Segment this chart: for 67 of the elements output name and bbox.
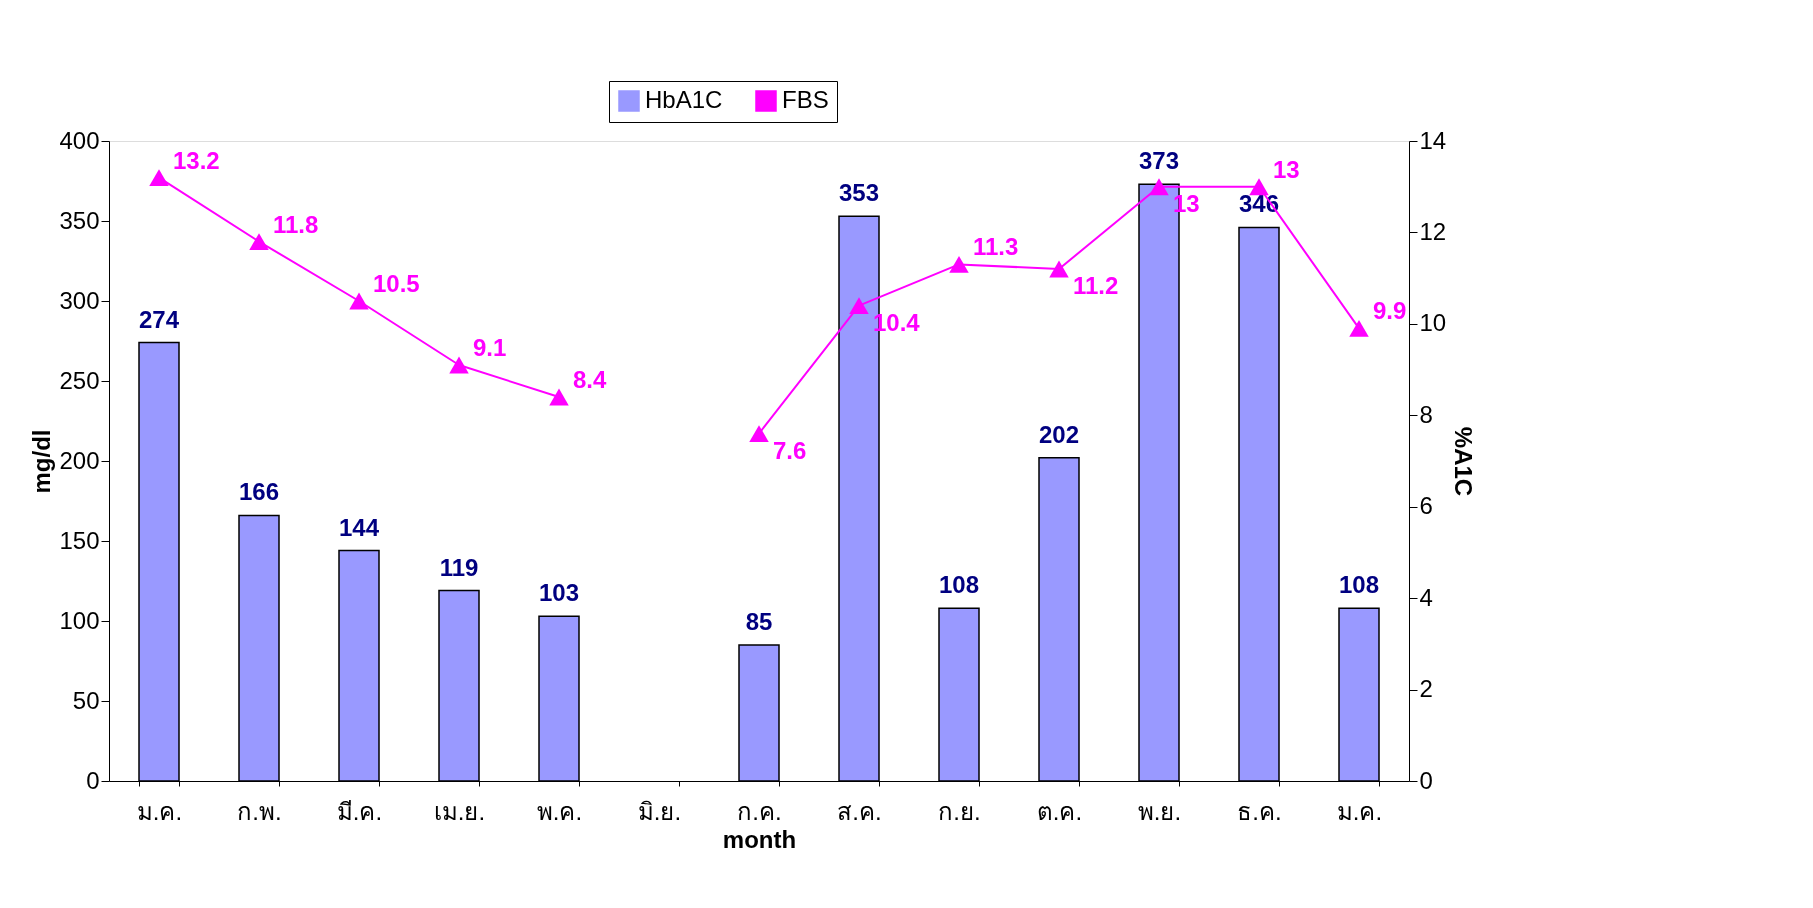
y-axis-title: mg/dl bbox=[28, 429, 56, 494]
y-tick-label: 200 bbox=[59, 446, 100, 474]
data-label: 274 bbox=[138, 305, 180, 333]
legend-label: HbA1C bbox=[645, 86, 723, 113]
point bbox=[749, 425, 769, 443]
y2-tick-label: 14 bbox=[1419, 126, 1447, 154]
data-label: 85 bbox=[745, 608, 773, 635]
y-tick-label: 100 bbox=[59, 606, 100, 634]
y2-tick-label: 6 bbox=[1419, 492, 1433, 520]
y-tick-label: 150 bbox=[59, 526, 100, 554]
point bbox=[1349, 319, 1369, 337]
y2-tick-label: 8 bbox=[1419, 400, 1433, 428]
x-tick-label: ม.ค. bbox=[136, 797, 183, 825]
x-tick-label: เม.ย. bbox=[433, 797, 486, 825]
x-tick-label: พ.ย. bbox=[1137, 797, 1182, 825]
y-tick-label: 300 bbox=[59, 286, 100, 314]
data-label: 7.6 bbox=[773, 436, 807, 464]
x-tick-label: ต.ค. bbox=[1036, 797, 1083, 825]
point bbox=[249, 233, 269, 251]
x-tick-label: ก.ค. bbox=[737, 797, 782, 825]
data-label: 11.3 bbox=[973, 233, 1019, 261]
data-label: 119 bbox=[439, 553, 479, 581]
point bbox=[349, 292, 369, 310]
point bbox=[149, 169, 169, 187]
y-tick-label: 50 bbox=[72, 686, 100, 714]
y-tick-label: 0 bbox=[86, 766, 100, 794]
x-tick-label: ม.ค. bbox=[1336, 797, 1383, 825]
y-tick-label: 350 bbox=[59, 206, 100, 234]
data-label: 202 bbox=[1038, 420, 1080, 448]
x-tick-label: มี.ค. bbox=[336, 797, 383, 825]
x-tick-label: พ.ค. bbox=[536, 797, 583, 825]
x-tick-label: ก.ย. bbox=[938, 797, 981, 825]
data-label: 8.4 bbox=[573, 366, 608, 393]
data-label: 10.5 bbox=[373, 270, 420, 297]
point bbox=[849, 297, 869, 315]
point bbox=[949, 255, 969, 273]
y2-axis-title: %A1C bbox=[1450, 426, 1478, 497]
data-label: 9.1 bbox=[473, 334, 507, 361]
point bbox=[1149, 178, 1169, 196]
data-label: 11.8 bbox=[273, 210, 319, 238]
x-tick-label: ก.พ. bbox=[237, 797, 282, 825]
y-tick-label: 400 bbox=[59, 126, 100, 154]
x-tick-label: มิ.ย. bbox=[637, 797, 682, 825]
data-label: 11.2 bbox=[1073, 272, 1119, 299]
y2-tick-label: 12 bbox=[1419, 217, 1447, 245]
y2-tick-label: 2 bbox=[1419, 675, 1433, 703]
data-label: 9.9 bbox=[1373, 297, 1407, 325]
y2-tick-label: 0 bbox=[1419, 766, 1433, 794]
x-tick-label: ธ.ค. bbox=[1237, 797, 1282, 825]
y-tick-label: 250 bbox=[59, 366, 100, 394]
data-label: 103 bbox=[538, 579, 580, 607]
data-label: 108 bbox=[1338, 571, 1380, 599]
x-axis-title: month bbox=[722, 825, 797, 853]
y2-tick-label: 10 bbox=[1419, 309, 1447, 337]
data-label: 13.2 bbox=[173, 146, 220, 174]
point bbox=[1049, 260, 1069, 278]
data-label: 166 bbox=[238, 478, 280, 506]
point bbox=[549, 388, 569, 406]
legend-label: FBS bbox=[782, 86, 829, 113]
y2-tick-label: 4 bbox=[1419, 583, 1433, 611]
x-tick-label: ส.ค. bbox=[837, 797, 882, 825]
data-label: 373 bbox=[1138, 147, 1180, 175]
data-label: 353 bbox=[838, 179, 880, 207]
data-label: 13 bbox=[1273, 155, 1300, 183]
data-label: 108 bbox=[938, 571, 980, 599]
data-label: 144 bbox=[338, 513, 380, 541]
point bbox=[449, 356, 469, 374]
